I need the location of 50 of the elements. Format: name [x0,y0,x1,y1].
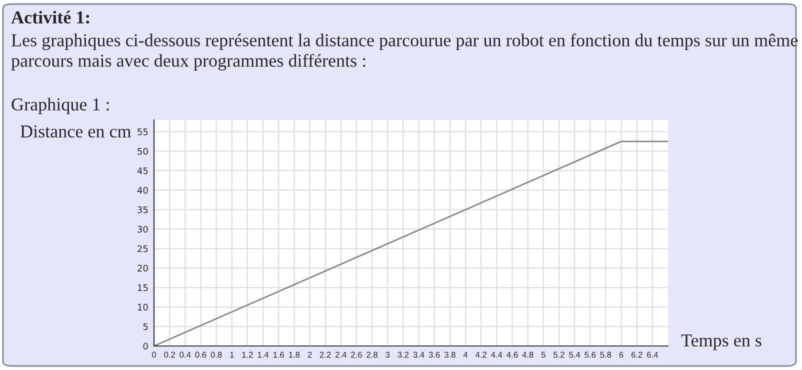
x-tick-label: 4.4 [491,352,502,358]
y-tick-label: 50 [138,148,148,155]
x-tick-label: 5.4 [569,352,580,358]
x-tick-label: 4.8 [522,352,534,358]
x-tick-label: 0.2 [164,352,175,358]
x-tick-label: 1.2 [242,352,253,358]
x-tick-label: 4 [463,352,468,358]
y-tick-label: 10 [138,304,148,311]
x-tick-label: 3.8 [444,352,456,358]
x-tick-label: 4.6 [506,352,518,358]
x-tick-label: 2 [308,352,312,358]
x-tick-label: 0.6 [195,352,206,358]
x-tick-label: 5.2 [554,352,564,358]
x-axis-title: Temps en s [681,334,762,350]
x-tick-label: 2.8 [366,352,378,358]
text: Graphique 1 : [12,98,109,114]
x-tick-label: 3.4 [413,352,424,358]
y-tick-label: 55 [138,128,148,136]
x-tick-label: 6.2 [631,352,642,358]
y-tick-label: 5 [143,323,148,330]
y-tick-label: 35 [138,206,148,214]
y-tick-label: 30 [138,226,148,233]
y-axis-title: Distance en cm [20,125,132,138]
chart-title: Activité 1: [11,10,90,24]
y-tick-label: 15 [138,284,148,292]
y-tick-label: 25 [138,245,148,252]
x-tick-label: 1 [230,352,234,358]
y-tick-label: 45 [137,168,148,174]
chart-subtitle: Les graphiques ci-dessous représentent la distance parcourue par un robot en fonction du temps sur un même parcours mais avec deux programmes différents : [11,33,798,71]
x-tick-label: 3.2 [398,352,409,358]
y-tick-label: 0 [143,342,148,350]
x-tick-label: 3.6 [428,352,440,358]
x-tick-label: 5 [541,352,546,358]
x-tick-label: 4.2 [475,352,486,358]
x-tick-label: 1.8 [289,352,300,358]
x-tick-label: 0 [152,352,156,358]
x-tick-label: 2.4 [336,352,346,358]
x-tick-label: 5.6 [584,352,596,358]
x-tick-label: 1.4 [258,352,269,358]
x-tick-label: 0.8 [210,352,222,358]
x-tick-label: 2.6 [351,352,362,358]
x-tick-label: 3 [386,352,390,358]
x-tick-label: 0.4 [180,352,191,358]
y-tick-label: 40 [137,186,148,194]
x-tick-label: 2.2 [320,352,331,358]
x-tick-label: 6 [619,352,624,358]
y-tick-label: 20 [138,264,148,272]
x-tick-label: 6.4 [647,352,658,358]
x-tick-label: 5.8 [600,352,612,358]
x-tick-label: 1.6 [273,352,284,358]
